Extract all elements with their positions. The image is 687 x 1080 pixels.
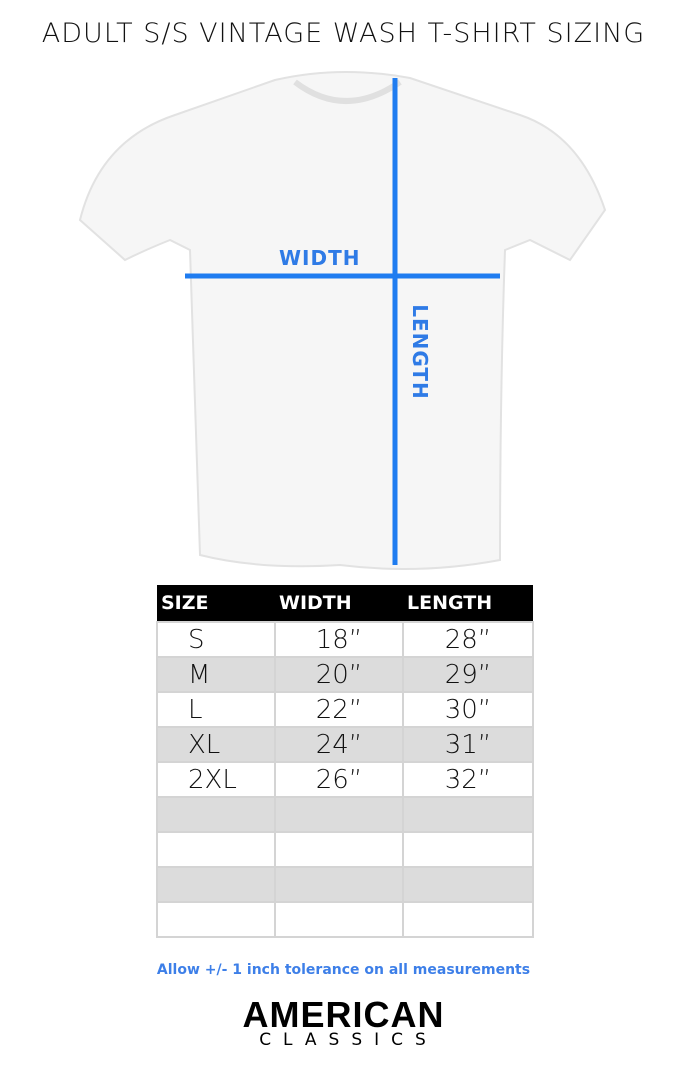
table-row: [156, 831, 534, 868]
width-cell: 26”: [274, 761, 404, 798]
size-cell: 2XL: [156, 761, 276, 798]
t-shirt-image: [78, 71, 607, 570]
size-cell: XL: [156, 726, 276, 763]
length-cell: [402, 831, 534, 868]
length-cell: 30”: [402, 691, 534, 728]
size-cell: [156, 901, 276, 938]
length-cell: [402, 796, 534, 833]
table-row: [156, 901, 534, 938]
table-row: [156, 866, 534, 903]
length-cell: [402, 901, 534, 938]
length-cell: 28”: [402, 621, 534, 658]
size-cell: [156, 866, 276, 903]
length-label: LENGTH: [408, 304, 432, 400]
length-cell: [402, 866, 534, 903]
size-cell: [156, 831, 276, 868]
brand-logo: AMERICAN: [242, 994, 445, 1035]
table-header: SIZE WIDTH LENGTH: [157, 585, 533, 622]
brand-logo-subtitle: CLASSICS: [259, 1030, 438, 1050]
width-cell: [274, 901, 404, 938]
length-cell: 31”: [402, 726, 534, 763]
length-cell: 32”: [402, 761, 534, 798]
table-row: S 18” 28”: [156, 621, 534, 658]
size-table: SIZE WIDTH LENGTH S 18” 28” M 20” 29” L 22” 30” X…: [156, 585, 534, 938]
size-cell: S: [156, 621, 276, 658]
table-row: M 20” 29”: [156, 656, 534, 693]
header-length: LENGTH: [403, 585, 533, 622]
table-row: XL 24” 31”: [156, 726, 534, 763]
size-cell: [156, 796, 276, 833]
width-cell: 22”: [274, 691, 404, 728]
header-size: SIZE: [157, 585, 275, 622]
table-row: 2XL 26” 32”: [156, 761, 534, 798]
width-cell: [274, 866, 404, 903]
width-cell: [274, 796, 404, 833]
table-row: [156, 796, 534, 833]
width-cell: [274, 831, 404, 868]
page-title: ADULT S/S VINTAGE WASH T-SHIRT SIZING: [41, 18, 646, 49]
width-cell: 24”: [274, 726, 404, 763]
header-width: WIDTH: [275, 585, 403, 622]
length-cell: 29”: [402, 656, 534, 693]
t-shirt-diagram: [78, 71, 607, 570]
width-cell: 18”: [274, 621, 404, 658]
table-row: L 22” 30”: [156, 691, 534, 728]
collar: [293, 79, 402, 104]
tolerance-note: Allow +/- 1 inch tolerance on all measur…: [156, 962, 531, 978]
width-cell: 20”: [274, 656, 404, 693]
size-cell: L: [156, 691, 276, 728]
width-label: WIDTH: [279, 246, 361, 270]
size-cell: M: [156, 656, 276, 693]
